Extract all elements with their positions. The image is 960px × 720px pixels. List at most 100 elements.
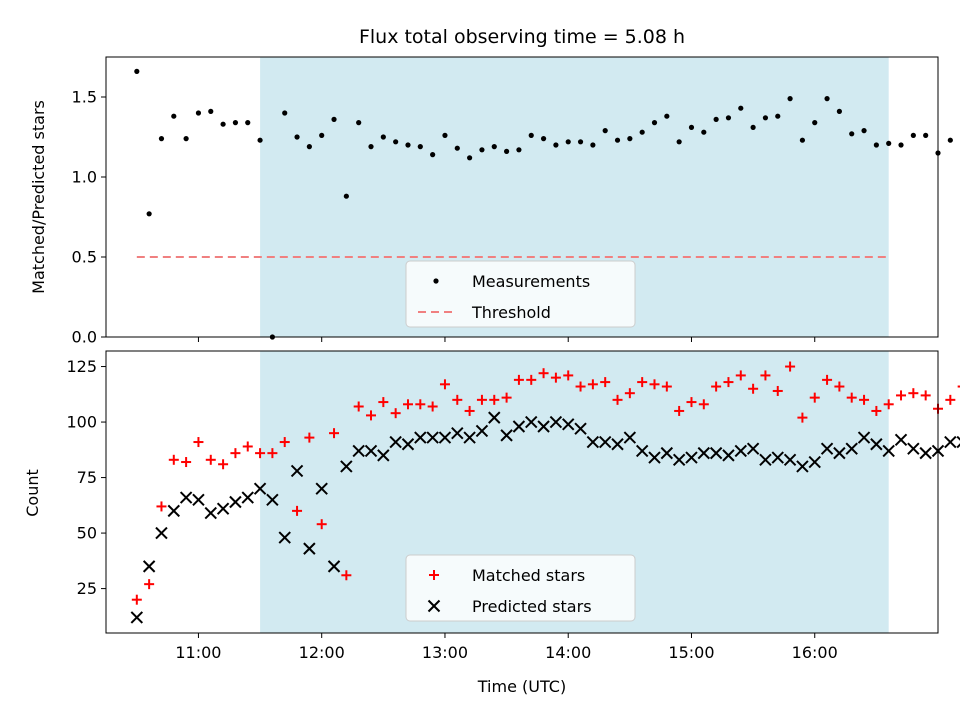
predicted-star-point (401, 438, 415, 451)
legend-predicted-marker-d2 (427, 599, 441, 613)
matched-star-point (809, 392, 820, 403)
measurement-point (368, 144, 374, 150)
predicted-star-point (364, 444, 378, 458)
measurement-point (134, 68, 140, 74)
predicted-star-point (574, 422, 587, 435)
matched-star-point (255, 448, 266, 459)
predicted-star-d2 (660, 446, 674, 460)
predicted-star-d2 (266, 493, 279, 506)
matched-star-point (168, 454, 179, 465)
matched-star-point (674, 405, 685, 416)
measurement-point (528, 132, 534, 138)
measurement-point (220, 121, 226, 127)
x-tick-label: 16:00 (792, 643, 838, 662)
predicted-star-d2 (537, 420, 550, 433)
measurement-point (787, 96, 793, 102)
matched-star-point (871, 405, 882, 416)
measurement-point (294, 134, 300, 140)
measurement-point (146, 211, 152, 217)
top-legend-box (405, 260, 636, 328)
matched-star-point (920, 390, 931, 401)
bottom-legend: Matched stars Predicted stars (405, 554, 636, 622)
measurement-point (405, 142, 411, 148)
bottom-frame (105, 350, 939, 634)
predicted-star-d2 (327, 560, 341, 573)
matched-star-point (390, 408, 401, 419)
predicted-star-point (327, 560, 341, 573)
measurement-point (467, 155, 473, 161)
predicted-star-point (611, 438, 624, 451)
top-y-tick-label: 0.0 (72, 328, 97, 347)
predicted-star-point (820, 442, 834, 455)
predicted-star-point (562, 418, 575, 431)
figure-title: Flux total observing time = 5.08 h (359, 26, 685, 48)
predicted-star-point (833, 446, 846, 460)
measurement-point (836, 108, 842, 114)
matched-star-point (945, 394, 956, 405)
measurement-point (183, 136, 189, 142)
bottom-y-tick-label: 25 (77, 579, 97, 598)
measurement-point (725, 115, 732, 121)
measurement-point (491, 144, 497, 150)
predicted-star-d2 (722, 449, 735, 462)
predicted-star-point (155, 526, 168, 540)
predicted-star-point (303, 542, 316, 555)
measurement-point (738, 105, 744, 111)
predicted-star-d2 (315, 482, 328, 495)
matched-star-point (144, 579, 155, 590)
predicted-star-point (377, 449, 390, 462)
matched-star-point (748, 383, 759, 394)
measurement-point (664, 113, 670, 119)
top-y-tick-label: 1.5 (72, 88, 97, 107)
bottom-y-tick-label: 50 (77, 524, 97, 543)
predicted-star-point (192, 493, 205, 506)
matched-star-point (883, 399, 894, 410)
top-legend-label: Measurements (472, 272, 590, 291)
predicted-star-d2 (611, 438, 624, 451)
measurement-point (343, 193, 349, 199)
predicted-star-point (709, 446, 723, 460)
predicted-star-d2 (808, 455, 821, 469)
predicted-star-d2 (463, 431, 476, 444)
measurement-point (577, 139, 584, 145)
predicted-star-point (660, 446, 674, 460)
predicted-star-point (586, 435, 600, 449)
predicted-star-d2 (229, 495, 242, 509)
predicted-star-d2 (414, 431, 427, 444)
matched-star-point (957, 385, 960, 388)
measurement-point (393, 139, 399, 145)
bottom-legend-box (405, 554, 636, 622)
predicted-star-point (167, 504, 180, 518)
predicted-star-point (549, 415, 563, 429)
predicted-star-d2 (377, 449, 390, 462)
matched-star-point (279, 437, 290, 448)
predicted-star-point (278, 531, 291, 544)
predicted-star-point (253, 482, 267, 495)
predicted-star-point (290, 464, 304, 478)
measurement-point (356, 120, 362, 126)
measurement-point (565, 139, 571, 145)
matched-star-point (711, 381, 722, 392)
matched-star-point (292, 505, 303, 516)
predicted-star-d2 (746, 442, 760, 455)
matched-star-point (587, 379, 598, 390)
matched-star-point (723, 377, 734, 388)
x-tick-label: 14:00 (545, 643, 591, 662)
top-y-axis-label: Matched/Predicted stars (29, 100, 48, 294)
predicted-star-d2 (253, 482, 267, 495)
bottom-y-tick-label: 100 (66, 413, 97, 432)
top-y-tick-label: 1.0 (72, 168, 97, 187)
top-frame (105, 56, 939, 338)
predicted-star-d2 (882, 444, 895, 458)
predicted-star-point (142, 560, 156, 573)
predicted-star-d2 (820, 442, 834, 455)
bottom-legend-label: Predicted stars (472, 597, 592, 616)
measurement-point (540, 136, 547, 142)
matched-star-point (415, 399, 426, 410)
measurement-point (898, 142, 904, 148)
matched-star-point (267, 448, 278, 459)
measurement-point (861, 128, 867, 134)
matched-star-point (366, 410, 377, 421)
predicted-star-point (956, 435, 960, 449)
measurement-point (873, 142, 879, 148)
